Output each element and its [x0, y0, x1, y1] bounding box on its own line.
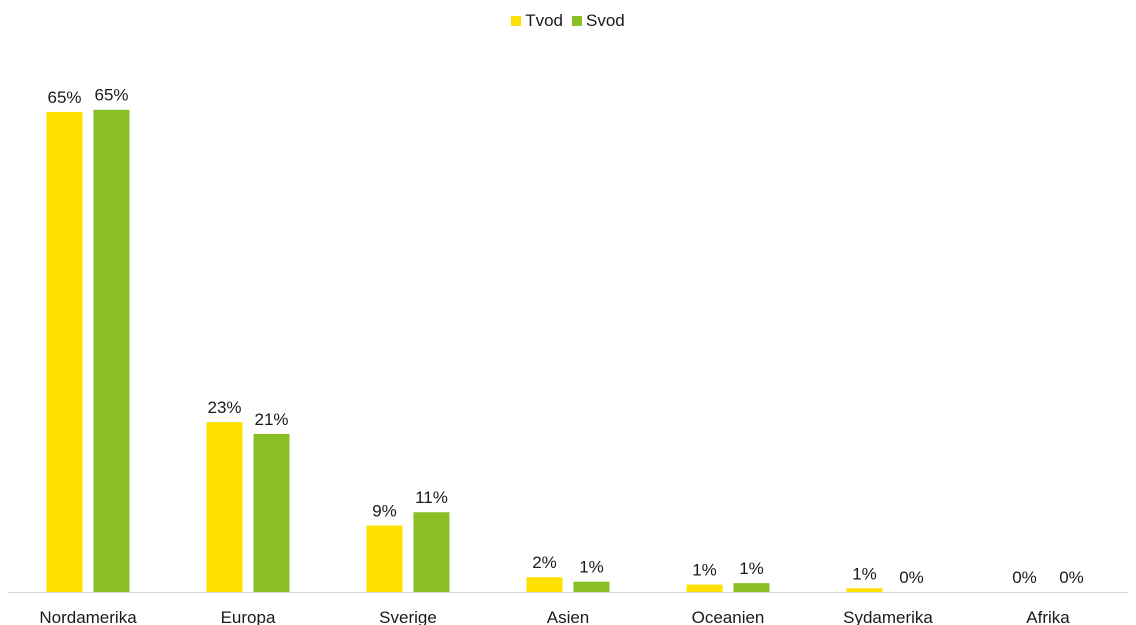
- x-tick-label-oceanien: Oceanien: [692, 608, 765, 625]
- x-tick-label-sverige: Sverige: [379, 608, 437, 625]
- legend-swatch-tvod: [511, 16, 522, 26]
- data-label-tvod-sydamerika: 1%: [852, 564, 877, 583]
- data-label-tvod-oceanien: 1%: [692, 561, 717, 580]
- data-label-svod-sverige: 11%: [415, 488, 448, 507]
- bar-tvod-asien: [526, 577, 563, 592]
- legend-label-svod: Svod: [586, 11, 625, 30]
- data-label-tvod-afrika: 0%: [1012, 568, 1037, 587]
- x-tick-label-sydamerika: Sydamerika: [843, 608, 933, 625]
- bar-svod-europa: [253, 433, 290, 592]
- data-label-svod-nordamerika: 65%: [94, 86, 128, 105]
- bar-tvod-oceanien: [686, 584, 723, 592]
- legend-swatch-svod: [572, 16, 583, 26]
- bar-svod-oceanien: [733, 583, 770, 592]
- legend-item-svod: Svod: [572, 11, 625, 31]
- bar-svod-sverige: [413, 512, 450, 592]
- legend-item-tvod: Tvod: [511, 11, 563, 31]
- bar-tvod-sverige: [366, 525, 403, 592]
- chart-legend: Tvod Svod: [0, 11, 1136, 31]
- data-label-svod-oceanien: 1%: [739, 559, 764, 578]
- data-label-svod-sydamerika: 0%: [899, 568, 924, 587]
- data-label-svod-europa: 21%: [254, 410, 288, 429]
- data-label-tvod-sverige: 9%: [372, 502, 397, 521]
- bar-tvod-europa: [206, 422, 243, 592]
- x-tick-label-afrika: Afrika: [1026, 608, 1070, 625]
- x-tick-label-nordamerika: Nordamerika: [39, 608, 137, 625]
- data-label-svod-asien: 1%: [579, 558, 604, 577]
- x-tick-label-europa: Europa: [221, 608, 276, 625]
- bar-svod-asien: [573, 581, 610, 592]
- legend-label-tvod: Tvod: [525, 11, 564, 30]
- data-label-svod-afrika: 0%: [1059, 568, 1084, 587]
- bar-tvod-nordamerika: [46, 111, 83, 592]
- data-label-tvod-nordamerika: 65%: [47, 88, 81, 107]
- bar-tvod-sydamerika: [846, 588, 883, 592]
- data-label-tvod-europa: 23%: [207, 398, 241, 417]
- bar-svod-nordamerika: [93, 109, 130, 592]
- data-label-tvod-asien: 2%: [532, 553, 557, 572]
- x-tick-label-asien: Asien: [547, 608, 590, 625]
